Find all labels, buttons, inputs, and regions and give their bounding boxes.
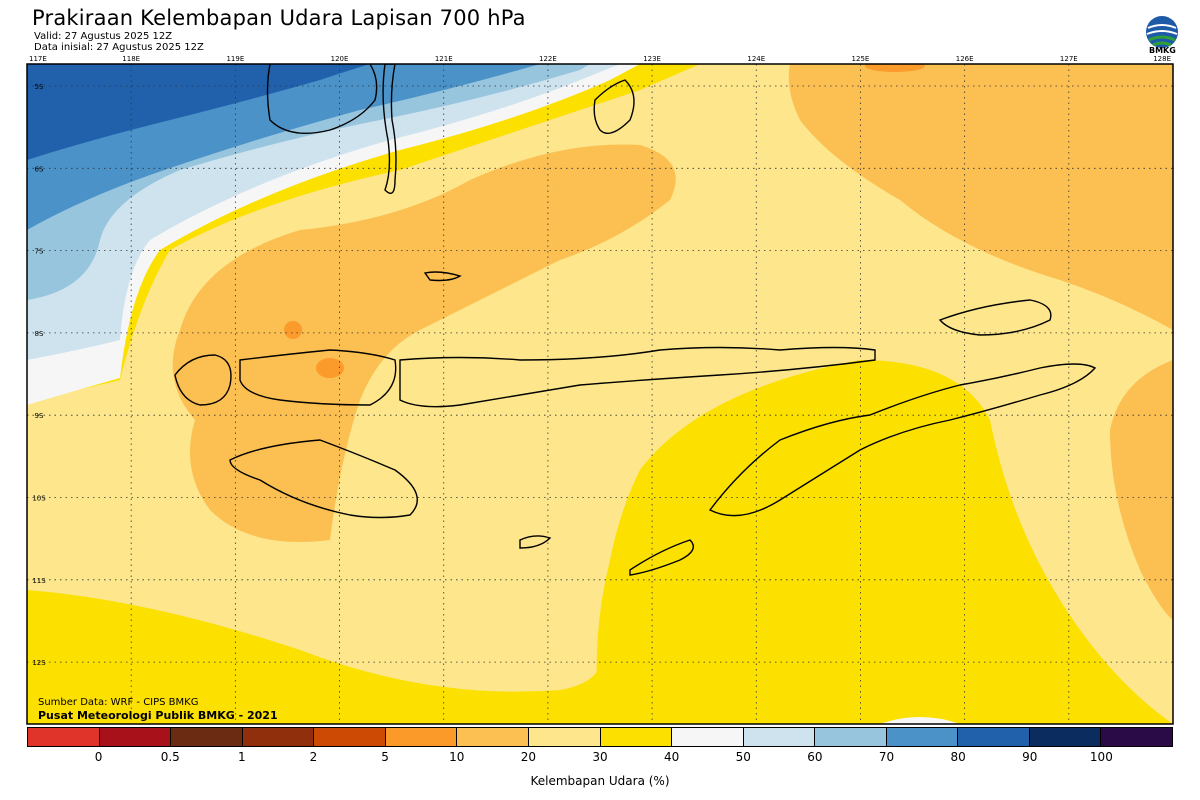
colorbar xyxy=(27,727,1173,747)
map-grid xyxy=(27,64,1173,724)
latitude-label: 8S xyxy=(35,330,44,338)
initial-data-time: Data inisial: 27 Agustus 2025 12Z xyxy=(34,42,204,53)
colorbar-tick-label: 30 xyxy=(592,750,608,764)
band-10-20-east xyxy=(1110,360,1173,620)
colorbar-segment xyxy=(886,728,959,746)
sumbawa-island xyxy=(239,349,397,406)
longitude-label: 117E xyxy=(29,55,47,63)
colorbar-tick-label: 40 xyxy=(663,750,680,764)
valid-time: Valid: 27 Agustus 2025 12Z xyxy=(34,31,173,42)
timor-island xyxy=(708,363,1097,517)
flores-sea-island xyxy=(423,271,462,282)
colorbar-segment xyxy=(815,728,887,746)
band-10-20-northeast xyxy=(788,64,1173,330)
sulawesi-island xyxy=(382,64,397,194)
colorbar-segment xyxy=(457,728,529,746)
buton-island xyxy=(593,79,635,134)
colorbar-tick-label: 60 xyxy=(807,750,823,764)
colorbar-tick-label: 80 xyxy=(950,750,966,764)
longitude-label: 124E xyxy=(747,55,765,63)
credit-text: Pusat Meteorologi Publik BMKG - 2021 xyxy=(38,709,278,722)
sumba-island xyxy=(229,439,418,519)
colorbar-segment xyxy=(28,728,100,746)
colorbar-tick-label: 50 xyxy=(735,750,751,764)
colorbar-tick-label: 5 xyxy=(381,750,389,764)
colorbar-tick-label: 1 xyxy=(238,750,246,764)
colorbar-title: Kelembapan Udara (%) xyxy=(530,774,670,788)
band-40-50-spot xyxy=(880,717,960,724)
colorbar-tick-label: 0.5 xyxy=(160,750,180,764)
band-5-10-spot xyxy=(316,358,344,378)
colorbar-segment xyxy=(743,728,816,746)
latitude-label: 9S xyxy=(35,412,44,420)
colorbar-segment xyxy=(1101,728,1172,746)
sawu-island xyxy=(519,535,552,549)
latitude-label: 12S xyxy=(32,659,46,667)
colorbar-segment xyxy=(242,728,315,746)
colorbar-segment xyxy=(385,728,458,746)
colorbar-segment xyxy=(99,728,172,746)
logo-text: BMKG xyxy=(1149,46,1176,55)
band-5-10-spot xyxy=(865,64,925,72)
data-source: Sumber Data: WRF - CIPS BMKG xyxy=(38,697,199,708)
colorbar-tick-label: 0 xyxy=(94,750,103,764)
longitude-label: 118E xyxy=(122,55,140,63)
latitude-label: 6S xyxy=(35,165,44,173)
colorbar-tick-label: 10 xyxy=(449,750,465,764)
longitude-label: 127E xyxy=(1060,55,1078,63)
lombok-island xyxy=(174,354,232,406)
colorbar-tick-label: 2 xyxy=(309,750,318,764)
wetar-island xyxy=(938,299,1052,336)
colorbar-segment xyxy=(528,728,601,746)
longitude-label: 123E xyxy=(643,55,661,63)
band-80-90 xyxy=(27,64,370,160)
colorbar-segment xyxy=(672,728,744,746)
latitude-labels: 5S 6S 7S 8S 9S 10S 11S 12S xyxy=(32,83,46,667)
band-30-40-southwest xyxy=(27,590,605,724)
kalimantan-coast xyxy=(266,64,378,135)
bmkg-logo-icon xyxy=(1146,16,1178,48)
longitude-label: 121E xyxy=(435,55,453,63)
longitude-label: 122E xyxy=(539,55,557,63)
colorbar-segment xyxy=(314,728,386,746)
longitude-label: 120E xyxy=(331,55,349,63)
latitude-label: 11S xyxy=(32,577,46,585)
colorbar-segment xyxy=(171,728,243,746)
latitude-label: 5S xyxy=(35,83,44,91)
colorbar-segment xyxy=(958,728,1030,746)
humidity-map: 5S 6S 7S 8S 9S 10S 11S 12S 117E 118E 119E 120E 121E… xyxy=(26,55,1174,725)
map-frame xyxy=(26,63,1174,725)
colorbar-tick-label: 70 xyxy=(878,750,895,764)
longitude-label: 119E xyxy=(226,55,244,63)
coastlines xyxy=(174,64,1097,576)
band-5-10-spot xyxy=(284,321,302,339)
rote-island xyxy=(629,539,694,576)
band-30-40-southeast xyxy=(596,360,1173,724)
longitude-label: 126E xyxy=(956,55,974,63)
colorbar-tick-label: 100 xyxy=(1089,750,1113,764)
flores-island xyxy=(399,346,876,408)
longitude-label: 128E xyxy=(1153,55,1171,63)
colorbar-tick-label: 20 xyxy=(520,750,537,764)
latitude-label: 10S xyxy=(32,495,46,503)
colorbar-tick-label: 90 xyxy=(1022,750,1038,764)
colorbar-segment xyxy=(600,728,673,746)
page-title: Prakiraan Kelembapan Udara Lapisan 700 h… xyxy=(32,6,526,30)
colorbar-segment xyxy=(1029,728,1102,746)
longitude-label: 125E xyxy=(852,55,870,63)
latitude-label: 7S xyxy=(35,248,44,256)
